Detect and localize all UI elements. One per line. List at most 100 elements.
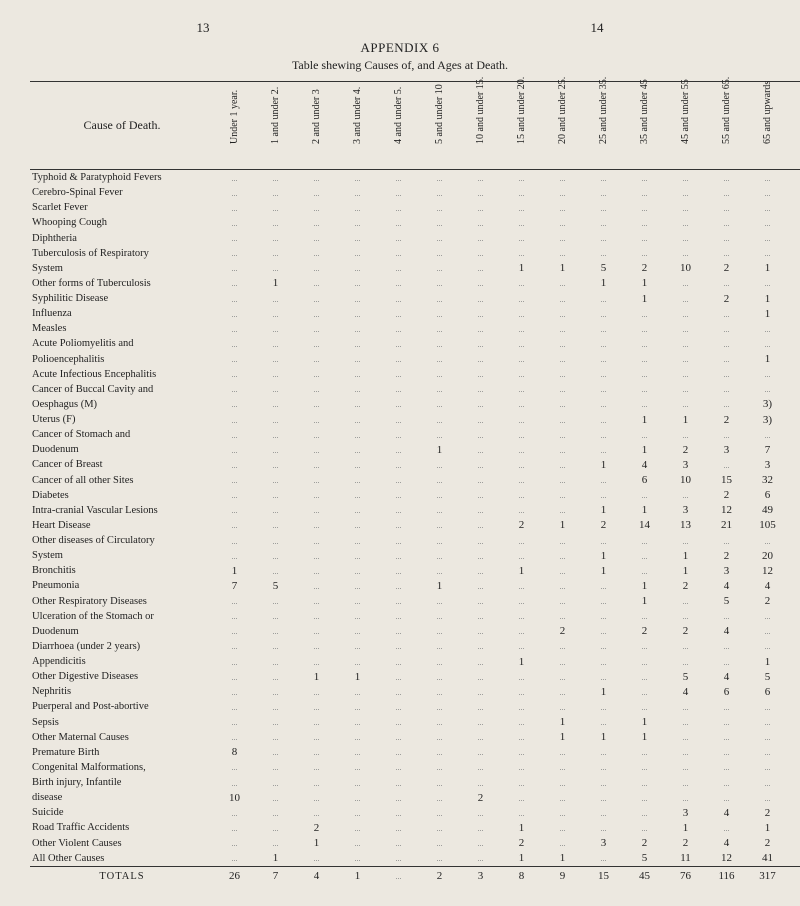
value-cell: 6 — [706, 684, 747, 699]
value-cell: 2 — [706, 261, 747, 276]
value-cell — [337, 820, 378, 835]
value-cell — [583, 231, 624, 246]
value-cell — [747, 427, 788, 442]
value-cell — [501, 200, 542, 215]
column-header: TOTAL — [788, 82, 800, 170]
value-cell — [583, 488, 624, 503]
value-cell — [501, 367, 542, 382]
value-cell: 1 — [624, 442, 665, 457]
value-cell — [788, 321, 800, 336]
value-cell — [501, 790, 542, 805]
cause-cell: Cancer of Breast — [30, 457, 214, 472]
value-cell — [419, 291, 460, 306]
cause-header: Cause of Death. — [30, 82, 214, 170]
value-cell — [583, 215, 624, 230]
value-cell — [255, 427, 296, 442]
value-cell: 3 — [665, 503, 706, 518]
totals-cell: 317 — [747, 866, 788, 886]
value-cell — [788, 427, 800, 442]
value-cell — [214, 170, 255, 186]
totals-cell: 45 — [624, 866, 665, 886]
value-cell — [378, 836, 419, 851]
value-cell — [337, 261, 378, 276]
value-cell — [378, 352, 419, 367]
value-cell — [583, 442, 624, 457]
value-cell — [337, 609, 378, 624]
value-cell — [296, 578, 337, 593]
value-cell — [460, 473, 501, 488]
cause-cell: Scarlet Fever — [30, 200, 214, 215]
page-numbers: 13 14 — [197, 20, 604, 36]
value-cell — [583, 790, 624, 805]
value-cell — [706, 200, 747, 215]
value-cell — [296, 654, 337, 669]
value-cell — [337, 851, 378, 867]
table-row: Cancer of Breast143311 — [30, 457, 800, 472]
value-cell — [255, 231, 296, 246]
value-cell — [419, 669, 460, 684]
value-cell — [706, 730, 747, 745]
value-cell — [542, 775, 583, 790]
cause-cell: Pneumonia — [30, 578, 214, 593]
table-row: Polioencephalitis11 — [30, 352, 800, 367]
value-cell: 1 — [255, 851, 296, 867]
value-cell — [583, 321, 624, 336]
value-cell — [788, 336, 800, 351]
value-cell: 2 — [624, 261, 665, 276]
totals-cell: 76 — [665, 866, 706, 886]
table-row: Heart Disease212141321105158 — [30, 518, 800, 533]
column-header: 15 and under 20. — [501, 82, 542, 170]
value-cell: 1 — [542, 261, 583, 276]
cause-cell: Cancer of Stomach and — [30, 427, 214, 442]
value-cell — [624, 548, 665, 563]
value-cell — [296, 684, 337, 699]
value-cell — [542, 200, 583, 215]
value-cell: 5 — [706, 594, 747, 609]
value-cell — [378, 639, 419, 654]
value-cell — [296, 563, 337, 578]
value-cell: 10 — [788, 412, 800, 427]
value-cell — [747, 609, 788, 624]
value-cell — [542, 684, 583, 699]
value-cell — [214, 291, 255, 306]
value-cell — [747, 715, 788, 730]
value-cell — [542, 321, 583, 336]
value-cell: 105 — [747, 518, 788, 533]
value-cell — [665, 775, 706, 790]
value-cell — [419, 851, 460, 867]
value-cell: 1 — [501, 851, 542, 867]
value-cell — [378, 291, 419, 306]
value-cell — [296, 699, 337, 714]
value-cell — [542, 367, 583, 382]
value-cell — [706, 382, 747, 397]
cause-cell: Acute Poliomyelitis and — [30, 336, 214, 351]
value-cell: 1 — [501, 654, 542, 669]
value-cell: 1 — [624, 412, 665, 427]
value-cell — [255, 624, 296, 639]
value-cell — [214, 820, 255, 835]
table-row: Suicide3429 — [30, 805, 800, 820]
value-cell: 13 — [665, 518, 706, 533]
value-cell — [255, 352, 296, 367]
value-cell — [337, 624, 378, 639]
value-cell — [337, 473, 378, 488]
value-cell — [624, 336, 665, 351]
value-cell: 1 — [665, 820, 706, 835]
value-cell: 1 — [214, 563, 255, 578]
value-cell — [419, 594, 460, 609]
value-cell: 1 — [419, 578, 460, 593]
value-cell — [419, 790, 460, 805]
totals-cell: 4 — [296, 866, 337, 886]
value-cell: 1 — [337, 669, 378, 684]
value-cell — [788, 185, 800, 200]
value-cell: 12 — [747, 563, 788, 578]
cause-cell: Diphtheria — [30, 231, 214, 246]
value-cell: 3) — [747, 412, 788, 427]
value-cell — [624, 170, 665, 186]
column-header: 10 and under 15. — [460, 82, 501, 170]
value-cell — [255, 820, 296, 835]
value-cell: 1 — [624, 503, 665, 518]
value-cell — [542, 291, 583, 306]
totals-cell: 1 — [337, 866, 378, 886]
value-cell — [501, 745, 542, 760]
